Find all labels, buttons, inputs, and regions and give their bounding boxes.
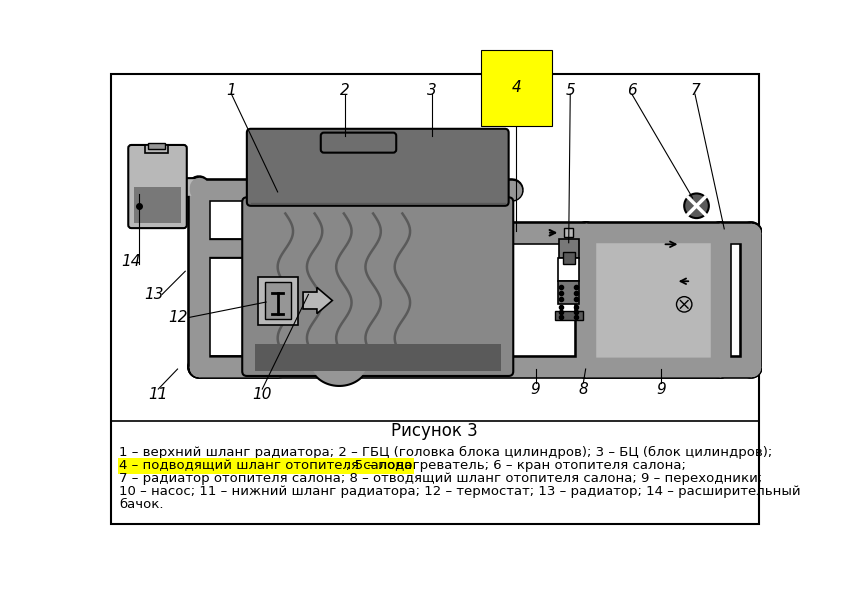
Text: 4 – подводящий шланг отопителя салона: 4 – подводящий шланг отопителя салона xyxy=(119,459,413,472)
Bar xyxy=(555,311,582,320)
Bar xyxy=(564,228,573,237)
Text: 7 – радиатор отопителя салона; 8 – отводящий шланг отопителя салона; 9 – переход: 7 – радиатор отопителя салона; 8 – отвод… xyxy=(119,472,762,485)
Text: 5: 5 xyxy=(565,83,575,98)
Text: 14: 14 xyxy=(121,255,141,269)
Text: 13: 13 xyxy=(144,287,164,302)
Bar xyxy=(558,258,580,281)
Text: 10: 10 xyxy=(252,387,272,402)
Circle shape xyxy=(677,297,692,312)
FancyBboxPatch shape xyxy=(247,129,509,206)
Text: 1: 1 xyxy=(227,83,236,98)
FancyBboxPatch shape xyxy=(321,133,396,153)
FancyBboxPatch shape xyxy=(128,145,187,228)
Circle shape xyxy=(684,194,709,218)
Text: бачок.: бачок. xyxy=(119,498,164,511)
FancyArrow shape xyxy=(303,287,332,314)
Text: 9: 9 xyxy=(656,382,666,397)
Text: 1 – верхний шланг радиатора; 2 – ГБЦ (головка блока цилиндров); 3 – БЦ (блок цил: 1 – верхний шланг радиатора; 2 – ГБЦ (го… xyxy=(119,446,773,459)
Bar xyxy=(255,345,501,371)
Bar xyxy=(589,233,721,368)
Text: ; 5 – подогреватель; 6 – кран отопителя салона;: ; 5 – подогреватель; 6 – кран отопителя … xyxy=(346,459,686,472)
Text: 7: 7 xyxy=(690,83,700,98)
Text: 4: 4 xyxy=(511,81,521,95)
Text: 8: 8 xyxy=(578,382,588,397)
Text: 3: 3 xyxy=(427,83,436,98)
Bar xyxy=(133,186,182,223)
Bar xyxy=(265,282,290,319)
FancyBboxPatch shape xyxy=(242,197,514,376)
Text: 11: 11 xyxy=(149,387,168,402)
Text: 6: 6 xyxy=(627,83,637,98)
Bar xyxy=(563,252,575,263)
Text: 10 – насос; 11 – нижний шланг радиатора; 12 – термостат; 13 – радиатор; 14 – рас: 10 – насос; 11 – нижний шланг радиатора;… xyxy=(119,485,801,498)
Bar xyxy=(149,143,166,149)
Bar xyxy=(559,239,579,258)
Bar xyxy=(258,278,299,325)
Text: 2: 2 xyxy=(340,83,350,98)
Text: 9: 9 xyxy=(531,382,541,397)
Bar xyxy=(558,281,580,304)
Text: Рисунок 3: Рисунок 3 xyxy=(391,423,478,440)
Bar xyxy=(145,145,168,153)
Text: 12: 12 xyxy=(168,310,188,325)
